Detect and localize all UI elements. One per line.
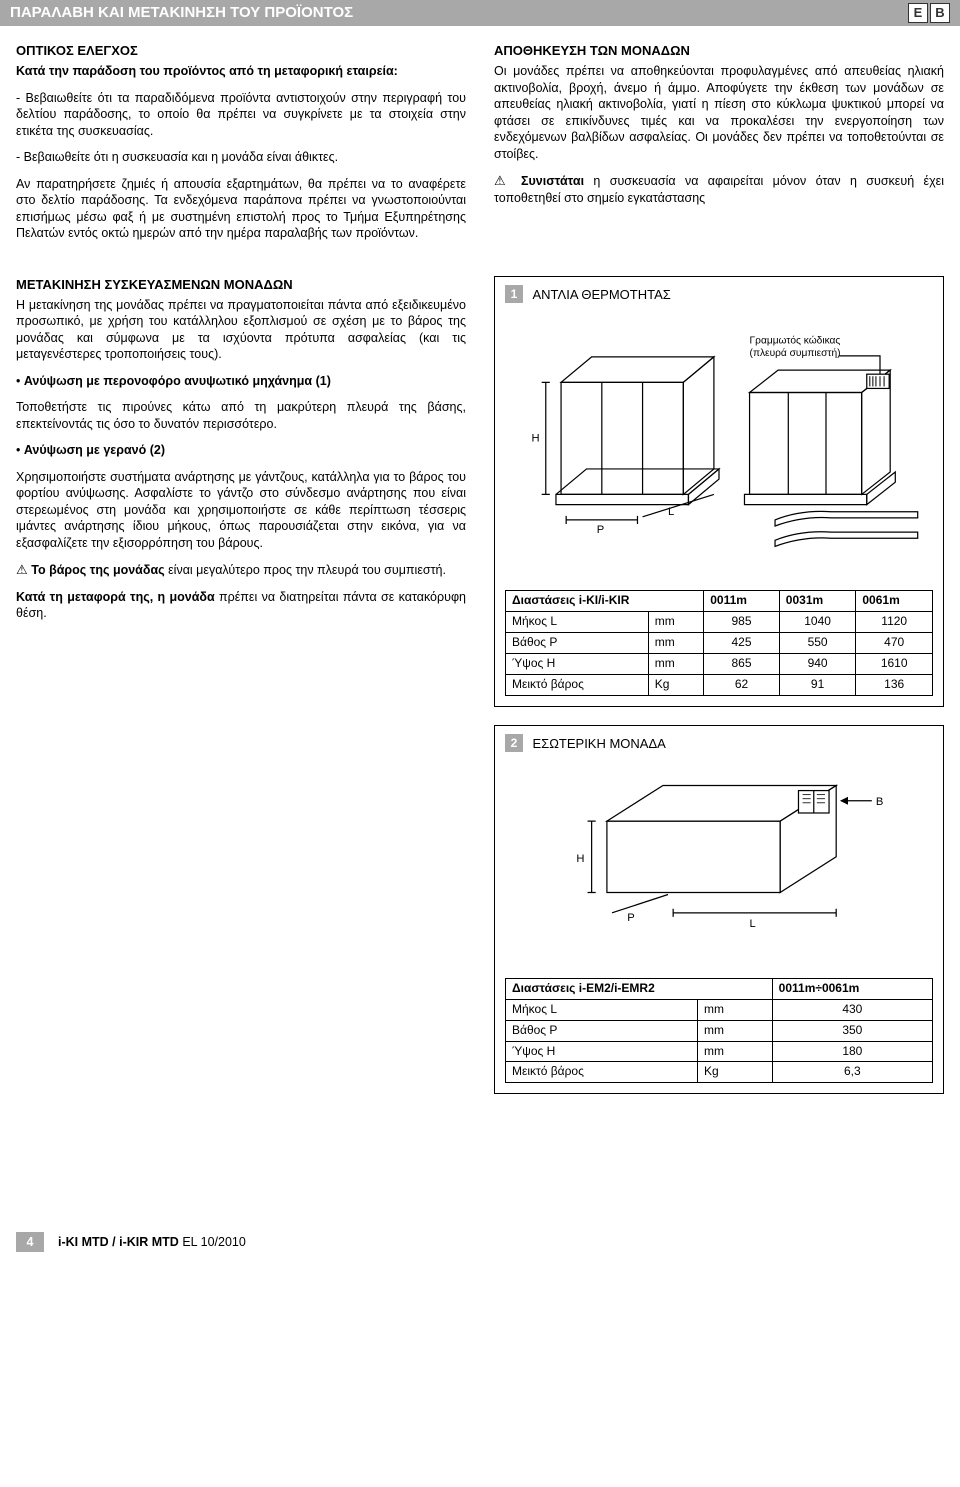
table-cell: Μήκος L	[506, 612, 649, 633]
table-cell: mm	[648, 633, 704, 654]
table-cell: mm	[698, 1041, 773, 1062]
table-row: Ύψος Hmm8659401610	[506, 653, 933, 674]
figure-1: 1 ΑΝΤΛΙΑ ΘΕΡΜΟΤΗΤΑΣ	[494, 276, 944, 707]
table-row: Βάθος Pmm350	[506, 1020, 933, 1041]
col-right-top: ΑΠΟΘΗΚΕΥΣΗ ΤΩΝ ΜΟΝΑΔΩΝ Οι μονάδες πρέπει…	[494, 42, 944, 252]
section-header: ΠΑΡΑΛΑΒΗ ΚΑΙ ΜΕΤΑΚΙΝΗΣΗ ΤΟΥ ΠΡΟΪΟΝΤΟΣ E …	[0, 0, 960, 26]
table-cell: 985	[704, 612, 780, 633]
table-cell: 1040	[779, 612, 856, 633]
svg-text:P: P	[597, 524, 604, 536]
figure-title: ΕΣΩΤΕΡΙΚΗ ΜΟΝΑΔΑ	[532, 736, 665, 751]
visual-check-heading: ΟΠΤΙΚΟΣ ΕΛΕΓΧΟΣ	[16, 42, 466, 59]
table-header: 0031m	[779, 591, 856, 612]
bullet: • Ανύψωση με γερανό (2)	[16, 442, 466, 459]
table-cell: Kg	[698, 1062, 773, 1083]
table-cell: Μήκος L	[506, 999, 698, 1020]
footer-text: i-KI MTD / i-KIR MTD EL 10/2010	[58, 1234, 246, 1251]
heatpump-diagram: H P L	[505, 311, 933, 576]
table-cell: 430	[772, 999, 932, 1020]
handling-heading: ΜΕΤΑΚΙΝΗΣΗ ΣΥΣΚΕΥΑΣΜΕΝΩΝ ΜΟΝΑΔΩΝ	[16, 276, 466, 293]
table-cell: Βάθος P	[506, 633, 649, 654]
table-header: 0011m	[704, 591, 780, 612]
table-cell: mm	[648, 653, 704, 674]
icon-e: E	[908, 3, 928, 23]
table-cell: 180	[772, 1041, 932, 1062]
section-title: ΠΑΡΑΛΑΒΗ ΚΑΙ ΜΕΤΑΚΙΝΗΣΗ ΤΟΥ ΠΡΟΪΟΝΤΟΣ	[10, 3, 353, 23]
table-cell: 62	[704, 674, 780, 695]
figure-2: 2 ΕΣΩΤΕΡΙΚΗ ΜΟΝΑΔΑ	[494, 725, 944, 1095]
svg-text:L: L	[750, 918, 756, 930]
para: Κατά την παράδοση του προϊόντος από τη μ…	[16, 63, 466, 80]
figure-number: 1	[505, 285, 523, 303]
warning-note: Συνιστάται η συσκευασία να αφαιρείται μό…	[494, 172, 944, 206]
table-row: Μήκος Lmm98510401120	[506, 612, 933, 633]
table-row: Ύψος Hmm180	[506, 1041, 933, 1062]
para: Κατά τη μεταφορά της, η μονάδα πρέπει να…	[16, 589, 466, 622]
svg-text:L: L	[668, 506, 674, 518]
table-cell: Μεικτό βάρος	[506, 674, 649, 695]
figure-number: 2	[505, 734, 523, 752]
table-cell: 350	[772, 1020, 932, 1041]
table-cell: mm	[648, 612, 704, 633]
col-left-bottom: ΜΕΤΑΚΙΝΗΣΗ ΣΥΣΚΕΥΑΣΜΕΝΩΝ ΜΟΝΑΔΩΝ Η μετακ…	[16, 276, 466, 1113]
figure-header: 1 ΑΝΤΛΙΑ ΘΕΡΜΟΤΗΤΑΣ	[505, 285, 933, 303]
table-cell: 865	[704, 653, 780, 674]
bullet: • Ανύψωση με περονοφόρο ανυψωτικό μηχάνη…	[16, 373, 466, 390]
figure-header: 2 ΕΣΩΤΕΡΙΚΗ ΜΟΝΑΔΑ	[505, 734, 933, 752]
dimensions-table-2: Διαστάσεις i-EM2/i-EMR2 0011m÷0061m Μήκο…	[505, 978, 933, 1083]
barcode-label: Γραμμωτός κώδικας	[750, 335, 841, 347]
table-cell: 550	[779, 633, 856, 654]
page-number: 4	[16, 1232, 44, 1252]
dimensions-table-1: Διαστάσεις i-KI/i-KIR 0011m 0031m 0061m …	[505, 590, 933, 695]
table-row: Μεικτό βάροςKg6,3	[506, 1062, 933, 1083]
table-cell: 136	[856, 674, 933, 695]
table-cell: mm	[698, 999, 773, 1020]
svg-text:B: B	[876, 796, 883, 808]
para: - Βεβαιωθείτε ότι η συσκευασία και η μον…	[16, 149, 466, 166]
icon-b: B	[930, 3, 950, 23]
table-cell: 91	[779, 674, 856, 695]
svg-text:H: H	[576, 853, 584, 865]
table-row: Βάθος Pmm425550470	[506, 633, 933, 654]
storage-heading: ΑΠΟΘΗΚΕΥΣΗ ΤΩΝ ΜΟΝΑΔΩΝ	[494, 42, 944, 59]
table-cell: Βάθος P	[506, 1020, 698, 1041]
table-cell: 425	[704, 633, 780, 654]
table-cell: 6,3	[772, 1062, 932, 1083]
table-cell: Kg	[648, 674, 704, 695]
table-header: Διαστάσεις i-KI/i-KIR	[506, 591, 704, 612]
table-cell: 1610	[856, 653, 933, 674]
table-cell: 1120	[856, 612, 933, 633]
svg-text:P: P	[627, 912, 634, 924]
para: Αν παρατηρήσετε ζημιές ή απουσία εξαρτημ…	[16, 176, 466, 242]
table-cell: Μεικτό βάρος	[506, 1062, 698, 1083]
figure-title: ΑΝΤΛΙΑ ΘΕΡΜΟΤΗΤΑΣ	[532, 287, 670, 302]
table-header: 0061m	[856, 591, 933, 612]
para: Η μετακίνηση της μονάδας πρέπει να πραγμ…	[16, 297, 466, 363]
para: Χρησιμοποιήστε συστήματα ανάρτησης με γά…	[16, 469, 466, 552]
table-header: Διαστάσεις i-EM2/i-EMR2	[506, 979, 773, 1000]
col-left-top: ΟΠΤΙΚΟΣ ΕΛΕΓΧΟΣ Κατά την παράδοση του πρ…	[16, 42, 466, 252]
table-cell: Ύψος H	[506, 1041, 698, 1062]
warning-note: Το βάρος της μονάδας είναι μεγαλύτερο πρ…	[16, 561, 466, 579]
para: - Βεβαιωθείτε ότι τα παραδιδόμενα προϊόν…	[16, 90, 466, 140]
page-footer: 4 i-KI MTD / i-KIR MTD EL 10/2010	[16, 1232, 944, 1252]
header-icons: E B	[908, 3, 950, 23]
table-cell: 940	[779, 653, 856, 674]
table-cell: mm	[698, 1020, 773, 1041]
col-right-bottom: 1 ΑΝΤΛΙΑ ΘΕΡΜΟΤΗΤΑΣ	[494, 276, 944, 1113]
indoor-unit-diagram: B H P L	[505, 760, 933, 964]
table-row: Μεικτό βάροςKg6291136	[506, 674, 933, 695]
para: Τοποθετήστε τις πιρούνες κάτω από τη μακ…	[16, 399, 466, 432]
table-row: Μήκος Lmm430	[506, 999, 933, 1020]
table-header: 0011m÷0061m	[772, 979, 932, 1000]
svg-text:H: H	[532, 432, 540, 444]
table-cell: Ύψος H	[506, 653, 649, 674]
table-cell: 470	[856, 633, 933, 654]
para: Οι μονάδες πρέπει να αποθηκεύονται προφυ…	[494, 63, 944, 162]
barcode-label-2: (πλευρά συμπιεστή)	[750, 347, 841, 359]
